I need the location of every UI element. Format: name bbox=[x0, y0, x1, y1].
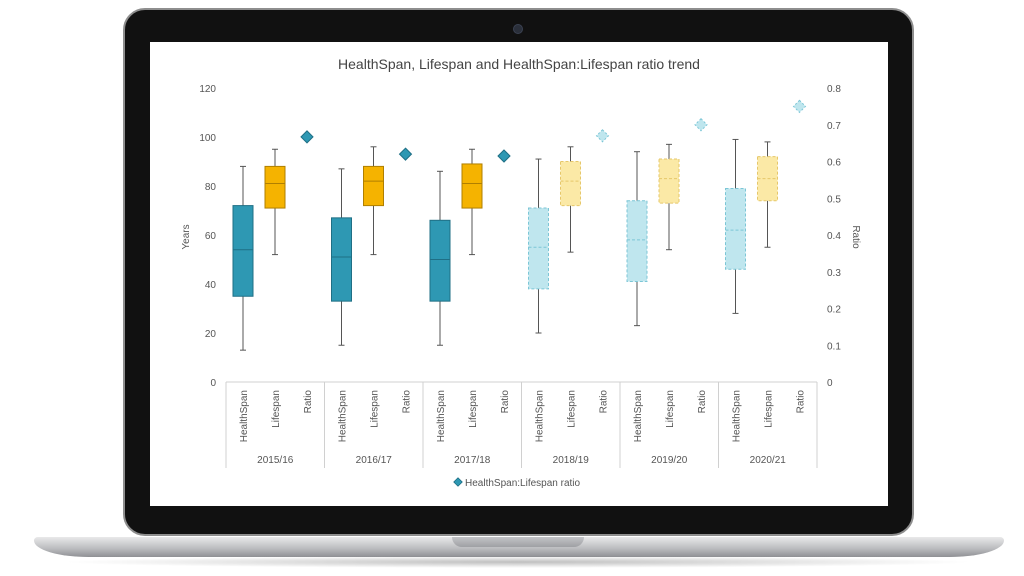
y-tick-label-left: 40 bbox=[205, 280, 217, 291]
x-category-label: HealthSpan bbox=[338, 390, 349, 442]
x-group-label: 2018/19 bbox=[553, 455, 590, 466]
healthspan-box bbox=[331, 217, 352, 302]
x-category-label: HealthSpan bbox=[633, 390, 644, 442]
healthspan-box bbox=[528, 207, 549, 290]
lifespan-box bbox=[560, 161, 581, 207]
x-category-label: Lifespan bbox=[271, 390, 282, 428]
x-category-label: HealthSpan bbox=[436, 390, 447, 442]
y-tick-label-right: 0.5 bbox=[827, 194, 841, 205]
lifespan-box bbox=[264, 165, 286, 209]
y-tick-label-right: 0.8 bbox=[827, 84, 841, 95]
y-tick-label-right: 0.4 bbox=[827, 231, 841, 242]
x-category-label: HealthSpan bbox=[535, 390, 546, 442]
ratio-marker bbox=[595, 129, 610, 143]
healthspan-box bbox=[725, 187, 746, 270]
y-tick-label-right: 0.2 bbox=[827, 305, 841, 316]
y-axis-label-left: Years bbox=[181, 224, 192, 249]
y-tick-label-right: 0.7 bbox=[827, 121, 841, 132]
y-tick-label-left: 0 bbox=[210, 378, 216, 389]
y-tick-label-right: 0 bbox=[827, 378, 833, 389]
box-plot-chart: HealthSpan, Lifespan and HealthSpan:Life… bbox=[181, 56, 861, 489]
chart-title: HealthSpan, Lifespan and HealthSpan:Life… bbox=[338, 56, 700, 72]
healthspan-box bbox=[626, 200, 648, 283]
x-category-label: Lifespan bbox=[370, 390, 381, 428]
laptop-base bbox=[34, 537, 1004, 557]
x-category-label: Ratio bbox=[303, 390, 314, 414]
y-tick-label-left: 60 bbox=[205, 231, 217, 242]
chart-screen: HealthSpan, Lifespan and HealthSpan:Life… bbox=[150, 42, 888, 506]
y-tick-label-right: 0.3 bbox=[827, 268, 841, 279]
y-tick-label-right: 0.1 bbox=[827, 341, 841, 352]
x-category-label: Ratio bbox=[500, 390, 511, 414]
legend: HealthSpan:Lifespan ratio bbox=[453, 477, 581, 489]
legend-label: HealthSpan:Lifespan ratio bbox=[465, 478, 581, 489]
ratio-marker bbox=[398, 147, 413, 161]
y-tick-label-left: 120 bbox=[199, 84, 216, 95]
lifespan-box bbox=[461, 163, 483, 209]
x-group-label: 2017/18 bbox=[454, 455, 491, 466]
x-category-label: Ratio bbox=[796, 390, 807, 414]
x-group-label: 2020/21 bbox=[750, 455, 787, 466]
x-category-label: Ratio bbox=[599, 390, 610, 414]
lifespan-box bbox=[658, 158, 680, 204]
ratio-marker bbox=[694, 118, 708, 132]
lifespan-box bbox=[363, 165, 384, 207]
y-tick-label-left: 20 bbox=[205, 329, 217, 340]
y-tick-label-right: 0.6 bbox=[827, 158, 841, 169]
x-category-label: Ratio bbox=[697, 390, 708, 414]
laptop-shadow bbox=[60, 556, 976, 568]
x-category-label: HealthSpan bbox=[732, 390, 743, 442]
x-category-label: Lifespan bbox=[764, 390, 775, 428]
healthspan-box bbox=[429, 219, 451, 302]
y-tick-label-left: 100 bbox=[199, 133, 216, 144]
healthspan-box bbox=[232, 205, 254, 297]
x-group-label: 2016/17 bbox=[356, 455, 393, 466]
x-category-label: HealthSpan bbox=[239, 390, 250, 442]
x-category-label: Lifespan bbox=[567, 390, 578, 428]
x-group-label: 2019/20 bbox=[651, 455, 688, 466]
ratio-marker bbox=[300, 130, 314, 144]
y-axis-label-right: Ratio bbox=[850, 225, 861, 249]
legend-marker bbox=[453, 477, 463, 487]
y-tick-label-left: 80 bbox=[205, 182, 217, 193]
ratio-marker bbox=[792, 99, 807, 114]
laptop-notch bbox=[452, 537, 584, 547]
x-category-label: Ratio bbox=[402, 390, 413, 414]
x-category-label: Lifespan bbox=[468, 390, 479, 428]
camera-icon bbox=[513, 24, 523, 34]
ratio-marker bbox=[497, 149, 511, 163]
x-category-label: Lifespan bbox=[665, 390, 676, 428]
x-group-label: 2015/16 bbox=[257, 455, 294, 466]
